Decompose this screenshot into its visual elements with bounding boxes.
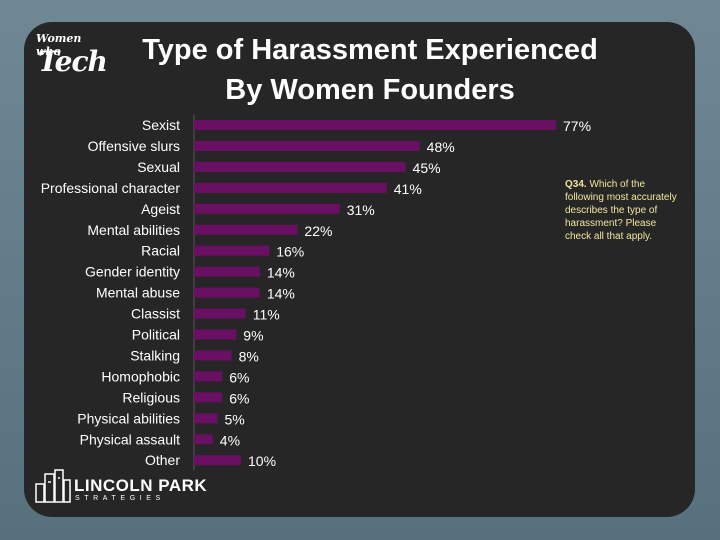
category-label: Mental abuse [96,285,180,301]
category-label: Mental abilities [87,222,180,238]
bar-religious [194,392,223,403]
value-label: 48% [427,139,455,155]
category-label: Offensive slurs [88,138,180,154]
bar-ageist [194,203,340,214]
chart-title: Type of Harassment Experienced By Women … [120,30,620,110]
bar-mental-abilities [194,224,298,235]
value-label: 11% [253,307,280,323]
category-label: Stalking [130,347,180,363]
logo-name: LINCOLN PARK [74,476,208,495]
category-label: Professional character [41,180,181,196]
value-label: 6% [229,390,249,406]
category-label: Sexual [137,159,180,175]
bar-sexual [194,161,406,172]
bar-offensive-slurs [194,140,420,151]
value-label: 5% [225,411,245,427]
value-label: 9% [243,328,263,344]
value-label: 14% [267,286,295,302]
bar-sexist [194,120,556,130]
value-label: 77% [563,118,591,134]
category-label: Homophobic [101,368,180,384]
value-label: 4% [220,432,240,448]
logo-line2: Tech [38,45,108,78]
category-label: Ageist [141,201,180,217]
bar-racial [194,245,270,256]
title-line1: Type of Harassment Experienced [142,34,598,66]
value-label: 22% [304,223,332,239]
category-label: Sexist [142,117,180,133]
bar-physical-assault [194,434,213,445]
bar-gender-identity [194,266,260,277]
bar-stalking [194,350,232,361]
category-label: Other [145,452,180,468]
value-label: 45% [413,160,441,176]
value-label: 6% [229,369,249,385]
question-text: Which of the following most accurately d… [565,179,677,242]
category-label: Political [132,327,180,343]
lincoln-park-building-icon [35,469,71,503]
bar-classist [194,308,246,319]
value-label: 16% [276,244,304,260]
category-label: Religious [122,389,180,405]
category-label: Physical assault [80,431,180,447]
chart-panel [24,22,695,517]
value-label: 41% [394,181,422,197]
bar-mental-abuse [194,287,260,298]
bar-physical-abilities [194,413,218,424]
value-label: 8% [239,348,259,364]
bar-other [194,455,242,466]
value-label: 14% [267,265,295,281]
category-label: Classist [131,306,180,322]
lincoln-park-strategies-logo: LINCOLN PARK STRATEGIES [34,468,224,508]
value-label: 31% [347,202,375,218]
category-label: Racial [141,243,180,259]
logo-tagline: STRATEGIES [75,495,165,502]
question-label: Q34. [565,179,587,190]
bar-homophobic [194,371,223,382]
category-label: Physical abilities [77,410,180,426]
logo-line1: Women who [36,32,82,58]
category-label: Gender identity [85,264,180,280]
women-who-tech-logo: Women who Tech [32,30,108,82]
bar-professional-character [194,182,387,193]
value-label: 10% [248,453,276,469]
title-line2: By Women Founders [225,74,515,106]
question-note: Q34. Which of the following most accurat… [565,178,685,243]
bar-political [194,329,237,340]
